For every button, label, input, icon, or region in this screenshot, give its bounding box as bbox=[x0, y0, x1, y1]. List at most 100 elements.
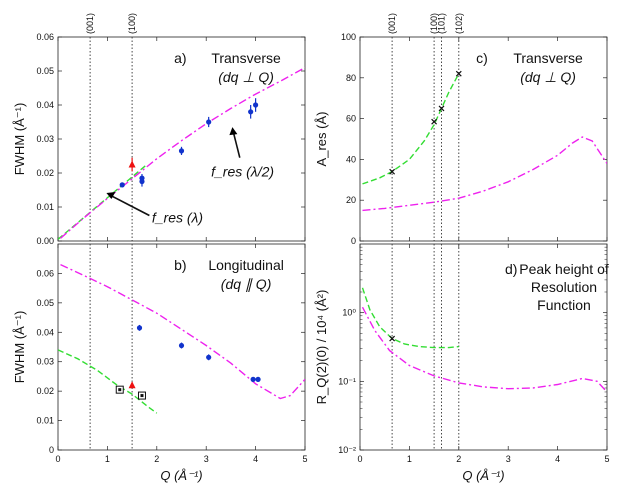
panel-c: 0 20 40 60 80 100 (001) (100)(101) (102) c) Transv… bbox=[314, 13, 608, 246]
plot-frame bbox=[57, 243, 306, 451]
reflection-label: (100) bbox=[127, 13, 137, 34]
data-point bbox=[255, 376, 261, 382]
panel-title-line2: Resolution bbox=[531, 279, 597, 295]
panel-title-line3: Function bbox=[537, 297, 591, 313]
cross-marker bbox=[438, 105, 445, 112]
plot-frame bbox=[359, 243, 608, 451]
cross-stroke bbox=[438, 105, 445, 112]
data-point bbox=[206, 119, 212, 125]
panel-label: b) bbox=[174, 257, 186, 273]
y-tick-label: 80 bbox=[346, 73, 356, 83]
x-axis-title: Q (Å⁻¹) bbox=[160, 468, 202, 483]
x-tick-label: 4 bbox=[555, 454, 560, 464]
annotation-arrowhead bbox=[106, 192, 116, 200]
data-point bbox=[139, 175, 145, 181]
y-axis-label: A_res (Å) bbox=[314, 112, 329, 167]
square-point-core bbox=[140, 394, 144, 398]
y-tick-label: 0.05 bbox=[36, 66, 54, 76]
panel-title-line1: Peak height of bbox=[519, 261, 609, 277]
x-tick-label: 2 bbox=[154, 454, 159, 464]
series-line bbox=[60, 263, 305, 400]
annotation-arrow bbox=[109, 194, 150, 217]
y-tick-label: 10⁻¹ bbox=[338, 376, 356, 386]
reflection-label: (101) bbox=[437, 13, 447, 34]
x-tick-label: 3 bbox=[506, 454, 511, 464]
x-tick-label: 5 bbox=[604, 454, 609, 464]
cross-marker bbox=[389, 168, 396, 175]
series-line bbox=[362, 73, 460, 185]
y-tick-label: 0.06 bbox=[36, 32, 54, 42]
cross-stroke bbox=[431, 118, 438, 125]
data-point bbox=[250, 376, 256, 382]
x-tick-label: 4 bbox=[253, 454, 258, 464]
x-tick-label: 1 bbox=[105, 454, 110, 464]
series-line bbox=[58, 349, 158, 414]
x-tick-label: 3 bbox=[204, 454, 209, 464]
series-group bbox=[362, 70, 607, 212]
y-tick-label: 60 bbox=[346, 114, 356, 124]
y-axis-label: FWHM (Å⁻¹) bbox=[12, 103, 27, 176]
x-tick-label: 2 bbox=[456, 454, 461, 464]
panel-title-line2: (dq ⊥ Q) bbox=[218, 69, 274, 85]
y-tick-label: 20 bbox=[346, 195, 356, 205]
series-group bbox=[361, 287, 607, 393]
panel-label: d) bbox=[505, 261, 517, 277]
panel-label: a) bbox=[174, 50, 186, 66]
square-point-core bbox=[118, 388, 122, 392]
x-axis-title: Q (Å⁻¹) bbox=[462, 468, 504, 483]
triangle-point bbox=[128, 381, 136, 389]
reflection-label: (001) bbox=[387, 13, 397, 34]
series-line bbox=[361, 306, 607, 393]
cross-marker bbox=[389, 335, 396, 342]
panel-b: 0 1 2 3 4 5 0 0.01 0.02 0.03 0.04 0.05 0.06 b) Longitu… bbox=[12, 243, 308, 483]
panel-title-line2: (dq ∥ Q) bbox=[221, 276, 272, 292]
panel-label: c) bbox=[476, 50, 488, 66]
y-tick-label: 0 bbox=[351, 236, 356, 246]
y-tick-label: 0.00 bbox=[36, 236, 54, 246]
y-tick-label: 100 bbox=[341, 32, 356, 42]
data-point bbox=[206, 354, 212, 360]
series-line bbox=[362, 136, 607, 212]
y-tick-label: 40 bbox=[346, 154, 356, 164]
data-point bbox=[178, 148, 185, 154]
y-axis-label: R_Q(2)(0) / 10⁴ (Å²) bbox=[314, 290, 329, 405]
annotation-arrowhead bbox=[229, 127, 238, 136]
cross-marker bbox=[431, 118, 438, 125]
panel-title-line1: Transverse bbox=[513, 50, 583, 66]
panel-title-line2: (dq ⊥ Q) bbox=[520, 69, 576, 85]
cross-stroke bbox=[389, 335, 396, 342]
y-tick-label: 0.02 bbox=[36, 168, 54, 178]
y-tick-label: 0.06 bbox=[36, 268, 54, 278]
panel-title-line1: Transverse bbox=[211, 50, 281, 66]
panel-title-line1: Longitudinal bbox=[208, 257, 284, 273]
cross-stroke bbox=[455, 70, 462, 77]
data-point bbox=[248, 109, 254, 115]
cross-stroke bbox=[389, 168, 396, 175]
data-point bbox=[253, 102, 259, 108]
y-tick-label: 0.04 bbox=[36, 100, 54, 110]
figure-layer: 0.00 0.01 0.02 0.03 0.04 0.05 0.06 (001) (100) a)… bbox=[12, 13, 610, 483]
y-tick-label: 0.03 bbox=[36, 134, 54, 144]
x-tick-label: 0 bbox=[55, 454, 60, 464]
series-line bbox=[60, 66, 305, 239]
x-tick-label: 1 bbox=[407, 454, 412, 464]
triangle-point bbox=[128, 160, 136, 168]
x-tick-label: 0 bbox=[357, 454, 362, 464]
reflection-label: (100) bbox=[429, 13, 439, 34]
y-tick-label: 10⁻² bbox=[338, 445, 356, 455]
y-tick-label: 0.05 bbox=[36, 298, 54, 308]
y-tick-label: 0.01 bbox=[36, 416, 54, 426]
data-point bbox=[136, 325, 143, 331]
y-tick-label: 0.03 bbox=[36, 357, 54, 367]
panel-a: 0.00 0.01 0.02 0.03 0.04 0.05 0.06 (001) (100) a)… bbox=[12, 13, 306, 246]
y-tick-label: 0.02 bbox=[36, 386, 54, 396]
panel-d: 0 1 2 3 4 5 10⁻² 10⁻¹ 10⁰ d) Peak height of Resolut… bbox=[314, 243, 610, 483]
annotation-fres: f_res (λ) bbox=[152, 209, 203, 225]
plot-frame bbox=[359, 36, 608, 242]
annotation-fres-half: f_res (λ/2) bbox=[211, 163, 274, 179]
data-point bbox=[119, 182, 125, 188]
annotation-arrow bbox=[232, 132, 241, 158]
cross-marker bbox=[455, 70, 462, 77]
y-tick-label: 0.01 bbox=[36, 202, 54, 212]
